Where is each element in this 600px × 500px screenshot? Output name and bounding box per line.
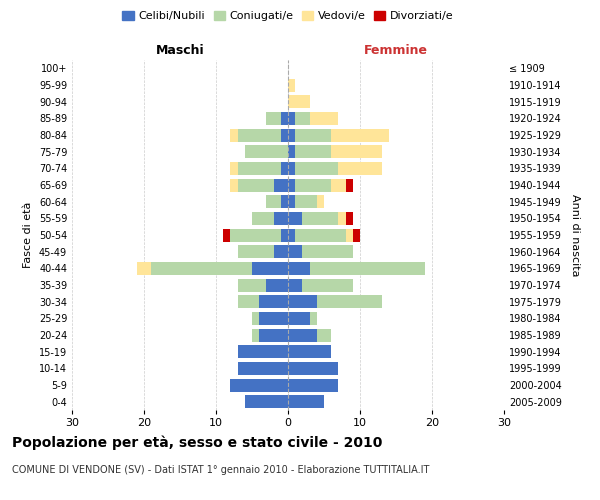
Bar	[281, 112, 288, 125]
Bar	[266, 278, 288, 291]
Bar	[288, 178, 295, 192]
Bar	[238, 245, 274, 258]
Bar	[252, 212, 274, 225]
Bar	[302, 245, 353, 258]
Bar	[295, 145, 331, 158]
Bar	[295, 228, 346, 241]
Bar	[288, 395, 324, 408]
Bar	[302, 278, 353, 291]
Bar	[310, 262, 425, 275]
Bar	[295, 112, 310, 125]
Bar	[230, 178, 238, 192]
Bar	[288, 295, 317, 308]
Bar	[288, 245, 302, 258]
Bar	[295, 128, 331, 141]
Bar	[288, 228, 295, 241]
Bar	[151, 262, 252, 275]
Bar	[259, 295, 288, 308]
Bar	[310, 112, 338, 125]
Bar	[238, 162, 281, 175]
Bar	[353, 228, 360, 241]
Bar	[317, 295, 382, 308]
Bar	[245, 395, 288, 408]
Bar	[288, 78, 295, 92]
Bar	[230, 128, 238, 141]
Bar	[310, 312, 317, 325]
Bar	[238, 295, 259, 308]
Bar	[346, 178, 353, 192]
Text: COMUNE DI VENDONE (SV) - Dati ISTAT 1° gennaio 2010 - Elaborazione TUTTITALIA.IT: COMUNE DI VENDONE (SV) - Dati ISTAT 1° g…	[12, 465, 430, 475]
Bar	[238, 178, 274, 192]
Bar	[238, 278, 266, 291]
Bar	[238, 362, 288, 375]
Y-axis label: Anni di nascita: Anni di nascita	[570, 194, 580, 276]
Bar	[288, 212, 302, 225]
Bar	[317, 195, 324, 208]
Bar	[338, 162, 382, 175]
Bar	[252, 312, 259, 325]
Bar	[346, 212, 353, 225]
Bar	[288, 162, 295, 175]
Bar	[288, 262, 310, 275]
Bar	[346, 228, 353, 241]
Bar	[288, 362, 338, 375]
Bar	[274, 178, 288, 192]
Bar	[288, 112, 295, 125]
Y-axis label: Fasce di età: Fasce di età	[23, 202, 33, 268]
Bar	[288, 128, 295, 141]
Bar	[288, 145, 295, 158]
Bar	[259, 312, 288, 325]
Bar	[274, 245, 288, 258]
Bar	[302, 212, 338, 225]
Bar	[230, 228, 281, 241]
Bar	[252, 328, 259, 342]
Bar	[266, 112, 281, 125]
Bar	[259, 328, 288, 342]
Text: Femmine: Femmine	[364, 44, 428, 57]
Bar	[288, 378, 338, 392]
Text: Popolazione per età, sesso e stato civile - 2010: Popolazione per età, sesso e stato civil…	[12, 435, 382, 450]
Bar	[281, 128, 288, 141]
Bar	[288, 312, 310, 325]
Bar	[288, 195, 295, 208]
Text: Maschi: Maschi	[155, 44, 205, 57]
Bar	[288, 278, 302, 291]
Bar	[288, 345, 331, 358]
Bar	[137, 262, 151, 275]
Bar	[331, 128, 389, 141]
Bar	[281, 162, 288, 175]
Bar	[338, 212, 346, 225]
Bar	[252, 262, 288, 275]
Bar	[295, 195, 317, 208]
Legend: Celibi/Nubili, Coniugati/e, Vedovi/e, Divorziati/e: Celibi/Nubili, Coniugati/e, Vedovi/e, Di…	[122, 10, 454, 21]
Bar	[238, 128, 281, 141]
Bar	[230, 162, 238, 175]
Bar	[266, 195, 281, 208]
Bar	[245, 145, 288, 158]
Bar	[281, 195, 288, 208]
Bar	[317, 328, 331, 342]
Bar	[331, 178, 346, 192]
Bar	[331, 145, 382, 158]
Bar	[238, 345, 288, 358]
Bar	[295, 162, 338, 175]
Bar	[223, 228, 230, 241]
Bar	[230, 378, 288, 392]
Bar	[288, 95, 310, 108]
Bar	[295, 178, 331, 192]
Bar	[274, 212, 288, 225]
Bar	[288, 328, 317, 342]
Bar	[281, 228, 288, 241]
